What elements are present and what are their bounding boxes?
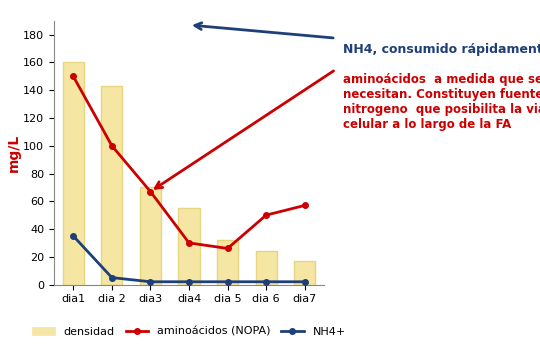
aminoácidos (NOPA) xyxy=(109,144,115,148)
NH4+ xyxy=(224,280,231,284)
NH4+ xyxy=(301,280,308,284)
NH4+ xyxy=(109,276,115,280)
NH4+ xyxy=(263,280,269,284)
Line: NH4+: NH4+ xyxy=(71,233,307,285)
NH4+ xyxy=(186,280,192,284)
Bar xyxy=(63,62,84,285)
aminoácidos (NOPA) xyxy=(186,241,192,245)
Y-axis label: mg/L: mg/L xyxy=(6,134,21,172)
aminoácidos (NOPA) xyxy=(70,74,77,78)
NH4+ xyxy=(147,280,154,284)
Text: NH4, consumido rápidamente.: NH4, consumido rápidamente. xyxy=(343,43,540,56)
aminoácidos (NOPA) xyxy=(224,246,231,251)
Line: aminoácidos (NOPA): aminoácidos (NOPA) xyxy=(71,74,307,251)
aminoácidos (NOPA) xyxy=(301,203,308,208)
Text: aminoácidos  a medida que se
necesitan. Constituyen fuente de
nitrogeno  que pos: aminoácidos a medida que se necesitan. C… xyxy=(343,73,540,131)
aminoácidos (NOPA) xyxy=(147,189,154,194)
Legend: densidad, aminoácidos (NOPA), NH4+: densidad, aminoácidos (NOPA), NH4+ xyxy=(28,323,350,341)
Bar xyxy=(140,187,161,285)
Bar xyxy=(217,240,238,285)
Bar xyxy=(294,261,315,285)
Bar xyxy=(178,208,200,285)
Bar xyxy=(101,86,123,285)
aminoácidos (NOPA) xyxy=(263,213,269,217)
NH4+ xyxy=(70,234,77,238)
Bar xyxy=(255,251,276,285)
